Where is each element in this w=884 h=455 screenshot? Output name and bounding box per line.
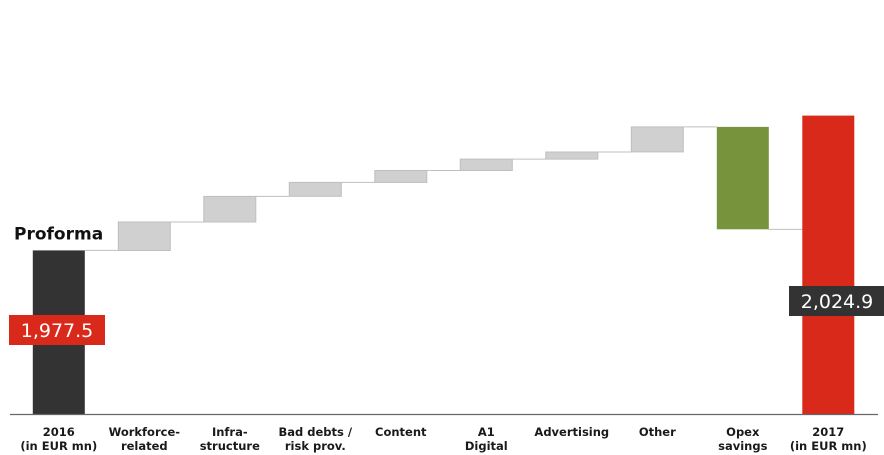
bar-increase-4	[374, 170, 428, 183]
proforma-annotation: Proforma	[14, 224, 103, 244]
x-tick-label-4: Content	[375, 425, 427, 439]
bar-increase-1	[117, 221, 171, 251]
value-label-2017-text: 2,024.9	[801, 291, 874, 313]
x-tick-label-7: Other	[639, 425, 676, 439]
x-axis-labels: 2016 (in EUR mn) Workforce-related Infra-st…	[20, 425, 866, 453]
value-labels: 1,977.5 2,024.9	[9, 286, 884, 345]
value-label-2016: 1,977.5	[9, 315, 105, 345]
x-tick-label-8: Opex savings	[718, 425, 767, 453]
bar-increase-2	[203, 195, 257, 223]
bar-2017-total	[802, 115, 855, 414]
value-label-2017: 2,024.9	[789, 286, 884, 316]
x-tick-label-6: Advertising	[534, 425, 609, 439]
bar-increase-6	[545, 151, 599, 160]
bars	[32, 115, 855, 414]
bar-increase-5	[459, 158, 513, 172]
bar-decrease-8	[716, 126, 769, 230]
bar-increase-3	[288, 181, 342, 197]
value-label-2016-text: 1,977.5	[21, 320, 94, 342]
x-tick-label-9: 2017 (in EUR mn)	[790, 425, 867, 453]
x-tick-label-1: Workforce-related	[109, 425, 181, 453]
x-tick-label-3: Bad debts / risk prov.	[279, 425, 353, 453]
bar-increase-7	[630, 126, 684, 153]
x-tick-label-0: 2016 (in EUR mn)	[20, 425, 97, 453]
x-tick-label-2: Infra-structure	[200, 425, 260, 453]
x-tick-label-5: A1 Digital	[465, 425, 508, 453]
connector-lines	[84, 126, 803, 251]
